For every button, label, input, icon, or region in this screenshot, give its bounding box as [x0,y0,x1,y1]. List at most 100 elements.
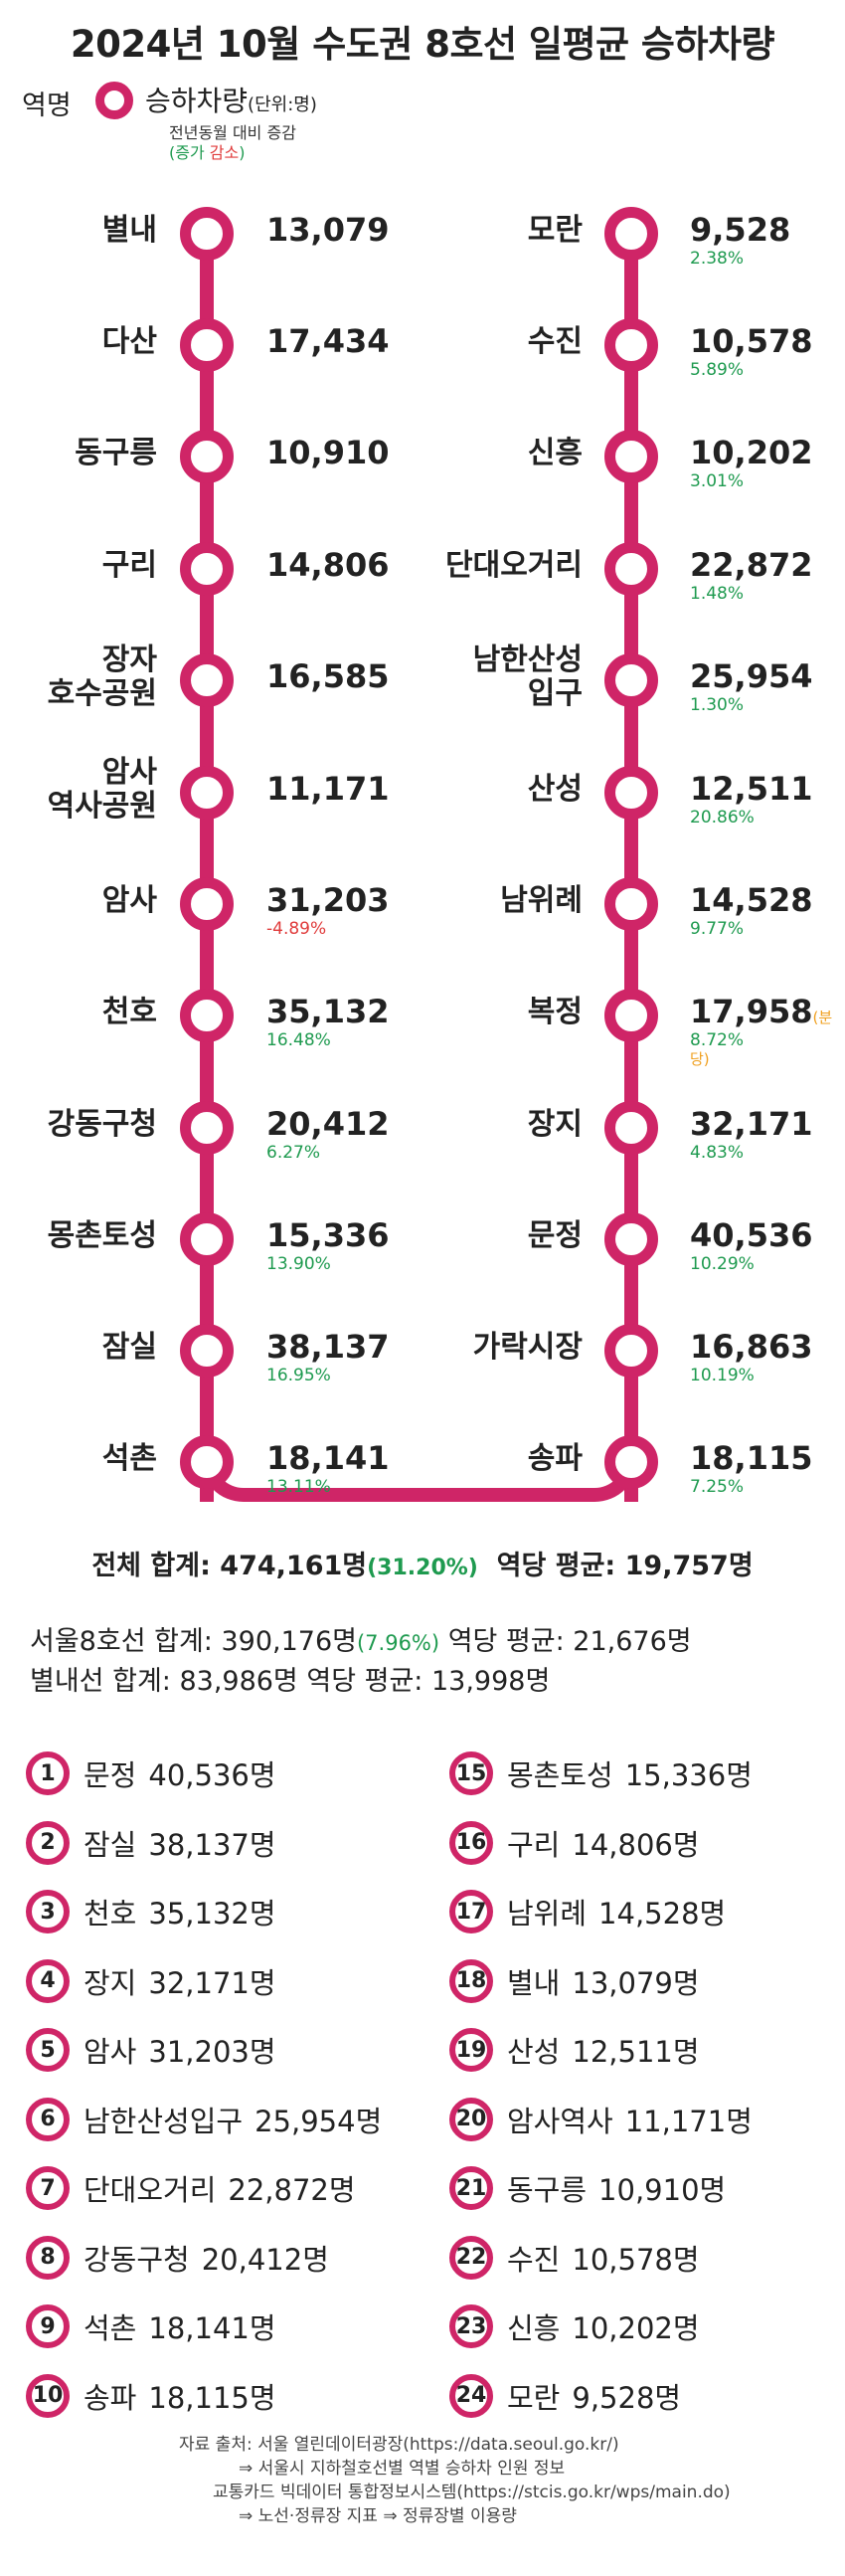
station-value-text: 20,412 [266,1105,390,1143]
station-circle-icon [180,207,234,261]
station-name: 장자 호수공원 [0,644,157,711]
station-value-text: 15,336 [266,1216,390,1254]
rank-badge: 17 [449,1890,493,1933]
rank-station-name: 암사 [84,2035,137,2069]
rank-station-name: 별내 [507,1965,561,2000]
station-value: 32,171 [690,1106,812,1142]
station-name: 잠실 [0,1331,157,1365]
rank-value: 18,141명 [148,2311,276,2345]
station-name: 신흥 [378,437,583,470]
rank-value: 31,203명 [148,2035,276,2069]
rank-station-name: 암사역사 [507,2104,613,2138]
legend-station-icon [95,82,133,119]
station-name: 수진 [378,325,583,359]
station-value-text: 10,202 [690,434,813,471]
rank-badge: 9 [26,2304,70,2348]
station-circle-icon [604,1101,658,1155]
byeollae-total: 별내선 합계: 83,986명 역당 평균: 13,998명 [30,1666,551,1697]
station-value-text: 10,910 [266,434,390,471]
station-circle-icon [180,1212,234,1266]
station-change: 20.86% [690,808,755,828]
rank-station-name: 몽촌토성 [507,1758,613,1792]
station-change: 16.95% [266,1366,331,1385]
station-circle-icon [604,430,658,483]
rank-item: 23 신흥 10,202명 [449,2303,700,2349]
station-name-line: 남한산성 [472,643,583,677]
station-circle-icon [180,1324,234,1378]
station-value-text: 18,141 [266,1439,390,1477]
station-name-line: 신흥 [527,436,583,470]
station-value-text: 16,585 [266,657,390,695]
station-value-text: 18,115 [690,1439,813,1477]
rank-station-name: 수진 [507,2242,561,2277]
station-value: 13,079 [266,212,389,248]
station-value-text: 10,578 [690,322,813,360]
station-change: 10.19% [690,1366,755,1385]
station-value-text: 35,132 [266,993,390,1030]
legend-increase-decrease: (증가 감소) [169,139,246,163]
rank-badge: 7 [26,2166,70,2210]
station-name-line: 모란 [527,213,583,248]
source-note: 자료 출처: 서울 열린데이터광장(https://data.seoul.go.… [179,2433,731,2528]
station-circle-icon [180,542,234,596]
station-circle-icon [180,1101,234,1155]
rank-station-name: 석촌 [84,2311,137,2345]
rank-badge: 15 [449,1751,493,1795]
station-name: 구리 [0,549,157,583]
overall-total: 전체 합계: 474,161명(31.20%) 역당 평균: 19,757명 [0,1544,845,1582]
legend-label: 승하차량(단위:명) [145,80,317,119]
rank-item: 19 산성 12,511명 [449,2027,700,2073]
station-value-text: 31,203 [266,881,390,919]
rank-station-name: 장지 [84,1965,137,2000]
station-change: 8.72% [690,1030,745,1050]
station-name: 다산 [0,325,157,359]
station-name: 동구릉 [0,437,157,470]
station-value: 18,115 [690,1440,812,1476]
rank-value: 13,079명 [572,1965,700,2000]
station-value-text: 11,171 [266,770,390,808]
station-value: 17,958(분당) [690,994,845,1077]
line-left-track [200,219,214,1502]
station-value: 38,137 [266,1329,389,1365]
rank-station-name: 잠실 [84,1827,137,1862]
station-change: 13.90% [266,1254,331,1274]
station-circle-icon [604,1212,658,1266]
station-value: 18,141 [266,1440,389,1476]
rank-badge: 16 [449,1820,493,1865]
station-name-line: 별내 [101,213,157,248]
station-name-line: 천호 [101,995,157,1029]
rank-item: 1 문정 40,536명 [26,1750,276,1796]
station-change: 13.11% [266,1477,331,1497]
station-name: 모란 [378,214,583,248]
station-value: 31,203 [266,882,389,918]
rank-item: 16 구리 14,806명 [449,1820,700,1866]
rank-item: 4 장지 32,171명 [26,1958,276,2004]
station-name-line: 가락시장 [472,1330,583,1365]
station-name-line: 문정 [527,1218,583,1253]
station-value: 11,171 [266,771,389,807]
source-line: 자료 출처: 서울 열린데이터광장(https://data.seoul.go.… [179,2435,619,2455]
rank-badge: 19 [449,2028,493,2072]
station-circle-icon [180,318,234,372]
station-value: 14,528 [690,882,812,918]
station-change: 1.30% [690,695,745,715]
rank-item: 7 단대오거리 22,872명 [26,2165,356,2211]
rank-value: 35,132명 [148,1897,276,1931]
station-value: 9,528 [690,212,790,248]
station-value: 35,132 [266,994,389,1029]
overall-total-change: (31.20%) [367,1556,478,1580]
station-change: 9.77% [690,919,745,939]
rank-value: 9,528명 [572,2380,682,2415]
rank-item: 22 수진 10,578명 [449,2235,700,2281]
source-line: 교통카드 빅데이터 통합정보시스템(https://stcis.go.kr/wp… [213,2483,731,2502]
legend-increase: 증가 [175,143,205,162]
station-value-text: 14,528 [690,881,813,919]
station-value: 17,434 [266,323,389,359]
rank-value: 14,806명 [572,1827,700,1862]
rank-value: 15,336명 [624,1758,753,1792]
station-value-text: 25,954 [690,657,813,695]
rank-item: 9 석촌 18,141명 [26,2303,276,2349]
rank-item: 8 강동구청 20,412명 [26,2235,329,2281]
rank-value: 12,511명 [572,2035,700,2069]
station-change: 5.89% [690,360,745,380]
